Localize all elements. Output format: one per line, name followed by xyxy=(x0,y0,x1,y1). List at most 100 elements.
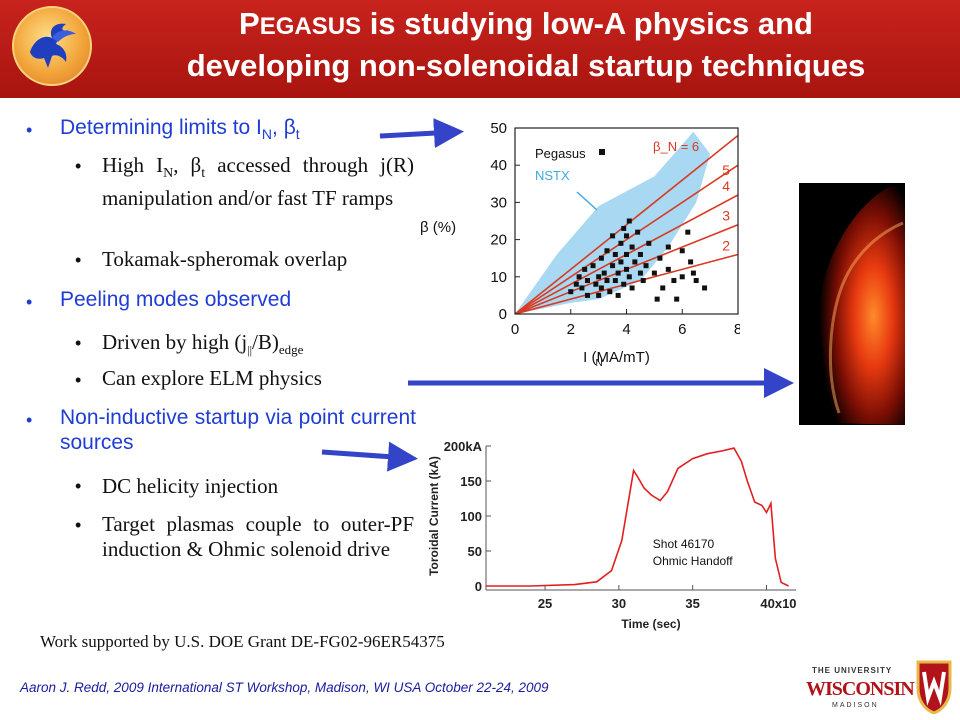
sub-bullet-high-in: High IN, βt accessed through j(R) manipu… xyxy=(102,153,415,211)
legend-pegasus-marker xyxy=(599,149,605,155)
pegasus-point xyxy=(615,292,621,298)
pegasus-point xyxy=(618,240,624,246)
pegasus-point xyxy=(576,274,582,280)
pegasus-point xyxy=(654,296,660,302)
sub-bullet-elm: Can explore ELM physics xyxy=(102,366,322,390)
pegasus-point xyxy=(690,270,696,276)
pegasus-point xyxy=(568,289,574,295)
pegasus-point xyxy=(618,259,624,265)
y-tick-label: 50 xyxy=(468,544,482,559)
pegasus-point xyxy=(624,251,629,257)
pegasus-point xyxy=(573,281,579,287)
bullet-dot: • xyxy=(26,120,33,140)
pegasus-point xyxy=(651,270,657,276)
beta-n-label: 4 xyxy=(722,178,730,194)
pegasus-point xyxy=(657,255,663,261)
pegasus-point xyxy=(660,285,666,291)
shot-annotation: Ohmic Handoff xyxy=(653,554,733,568)
y-tick-label: 200kA xyxy=(444,439,483,454)
pegasus-point xyxy=(637,270,643,276)
bullet-non-inductive: Non-inductive startup via point current … xyxy=(60,406,416,454)
title-bar: PEGASUS is studying low-A physics and de… xyxy=(0,0,960,98)
x-tick-label: 8 xyxy=(734,321,740,338)
pegasus-point xyxy=(584,292,590,298)
pegasus-point xyxy=(626,218,632,224)
arrow-to-current-chart xyxy=(321,441,418,472)
pegasus-point xyxy=(679,274,685,280)
y-tick-label: 40 xyxy=(490,157,507,174)
bullet-dot: • xyxy=(26,292,33,312)
sub-bullet-dot: • xyxy=(75,156,82,176)
beta-n-label: 3 xyxy=(722,208,730,224)
x-tick-label: 40x10 xyxy=(760,596,796,611)
pegasus-point xyxy=(621,225,627,231)
y-tick-label: 0 xyxy=(475,579,482,594)
beta-n-label: 2 xyxy=(722,237,730,253)
funding-credit: Work supported by U.S. DOE Grant DE-FG02… xyxy=(40,632,445,651)
y-tick-label: 50 xyxy=(490,120,507,137)
x-axis-label: Time (sec) xyxy=(621,617,680,631)
x-tick-label: 4 xyxy=(622,321,630,338)
plasma-image xyxy=(799,183,905,425)
x-tick-label: 0 xyxy=(511,321,519,338)
y-tick-label: 0 xyxy=(499,306,507,323)
pegasus-point xyxy=(624,266,629,272)
sub-bullet-dot: • xyxy=(75,370,82,390)
pegasus-point xyxy=(601,270,607,276)
sub-bullet-dchi: DC helicity injection xyxy=(102,474,279,498)
sub-bullet-overlap: Tokamak-spheromak overlap xyxy=(102,247,348,271)
plasma-glow xyxy=(814,183,905,425)
x-tick-label: 35 xyxy=(685,596,699,611)
y-tick-label: 20 xyxy=(490,232,507,249)
pegasus-point xyxy=(643,263,649,269)
pegasus-point xyxy=(610,233,616,239)
shot-annotation: Shot 46170 xyxy=(653,537,715,551)
pegasus-point xyxy=(629,285,635,291)
legend-nstx-pointer xyxy=(576,191,598,211)
bullet-dot: • xyxy=(26,410,33,430)
pegasus-point xyxy=(604,278,610,284)
pegasus-point xyxy=(632,259,638,265)
legend-nstx: NSTX xyxy=(535,168,570,183)
x-axis-label: I (MA/mT) xyxy=(583,349,650,366)
beta-n-line xyxy=(515,253,738,314)
pegasus-point xyxy=(646,240,652,246)
pegasus-point xyxy=(635,229,641,235)
pegasus-point xyxy=(593,281,599,287)
x-tick-label: 30 xyxy=(612,596,626,611)
pegasus-point xyxy=(607,289,613,295)
pegasus-point xyxy=(637,251,643,257)
pegasus-point xyxy=(596,292,602,298)
sub-bullet-dot: • xyxy=(75,515,82,535)
sub-bullet-target: Target plasmas couple to outer-PF induct… xyxy=(102,512,414,561)
x-tick-label: 6 xyxy=(678,321,686,338)
pegasus-point xyxy=(665,266,671,272)
sub-bullet-dot: • xyxy=(75,476,82,496)
pegasus-point xyxy=(674,296,680,302)
sub-bullet-dot: • xyxy=(75,333,82,353)
pegasus-point xyxy=(624,233,629,239)
beta-n-line xyxy=(515,134,738,314)
pegasus-point xyxy=(665,244,671,250)
pegasus-point xyxy=(629,244,635,250)
y-tick-label: 100 xyxy=(460,509,482,524)
pegasus-point xyxy=(640,278,646,284)
pegasus-point xyxy=(693,278,699,284)
x-tick-label: 25 xyxy=(538,596,552,611)
pegasus-point xyxy=(685,229,691,235)
pegasus-point xyxy=(590,263,596,269)
x-tick-label: 2 xyxy=(567,321,575,338)
bullet-determining-limits: Determining limits to IN, βt xyxy=(60,116,300,143)
y-tick-label: 10 xyxy=(490,269,507,286)
slide-title: PEGASUS is studying low-A physics and de… xyxy=(186,6,866,83)
pegasus-point xyxy=(598,255,604,261)
legend-pegasus: Pegasus xyxy=(535,146,586,161)
uw-wordmark: THE UNIVERSITY WISCONSIN MADISON xyxy=(806,666,915,709)
pegasus-icon xyxy=(30,23,76,68)
x-axis-label-sub: N xyxy=(596,358,603,369)
pegasus-point xyxy=(604,248,610,254)
footer-citation: Aaron J. Redd, 2009 International ST Wor… xyxy=(20,680,549,695)
y-tick-label: 30 xyxy=(490,194,507,211)
y-axis-label: Toroidal Current (kA) xyxy=(427,456,441,576)
